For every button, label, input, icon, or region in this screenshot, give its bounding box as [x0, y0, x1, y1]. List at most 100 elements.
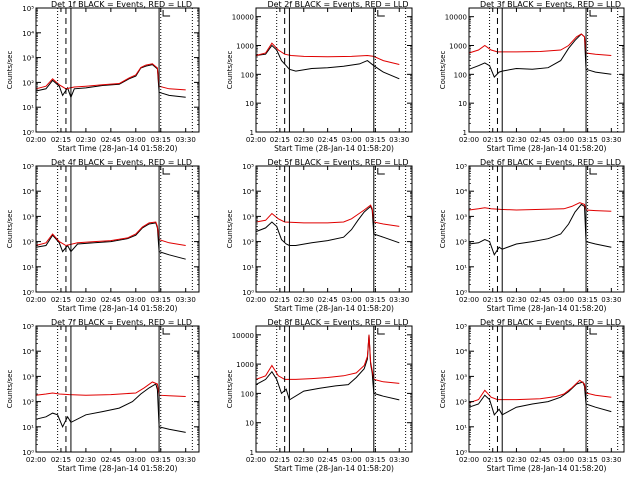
y-tick-label: 10	[245, 100, 254, 108]
x-tick-label: 03:15	[151, 136, 171, 144]
y-tick-label: 1000	[236, 43, 254, 51]
end-marker-glyph	[377, 10, 385, 17]
series-line-lld	[35, 63, 186, 91]
x-tick-label: 02:00	[459, 456, 479, 464]
x-tick-label: 02:00	[246, 456, 266, 464]
plot-frame	[35, 325, 200, 453]
y-tick-label: 10²	[22, 79, 34, 87]
chart-panel-5: Det 5f BLACK = Events, RED = LLD 02:00 02:…	[226, 158, 413, 313]
x-tick-label: 02:00	[459, 136, 479, 144]
y-axis-label: Counts/sec	[6, 210, 14, 249]
y-tick-label: 1	[463, 129, 467, 137]
y-axis-label: Counts/sec	[439, 370, 447, 409]
y-tick-label: 10⁵	[455, 323, 467, 331]
y-tick-label: 10⁰	[455, 449, 467, 457]
series-line-lld	[468, 33, 612, 56]
y-tick-label: 10³	[22, 213, 34, 221]
plot-frame	[255, 325, 413, 453]
y-tick-label: 10000	[232, 332, 254, 340]
x-axis-label: Start Time (28-Jan-14 01:58:20)	[274, 304, 394, 313]
y-tick-label: 10	[245, 420, 254, 428]
y-tick-label: 10⁰	[22, 289, 34, 297]
y-tick-label: 10¹	[455, 424, 467, 432]
series-line-events	[468, 33, 612, 78]
chart-title: Det 3f BLACK = Events, RED = LLD	[480, 0, 621, 9]
x-tick-label: 02:30	[76, 456, 96, 464]
y-tick-label: 10¹	[455, 264, 467, 272]
x-tick-label: 02:30	[294, 296, 314, 304]
x-tick-label: 02:45	[318, 296, 338, 304]
series-line-lld	[35, 381, 186, 397]
chart-title: Det 5f BLACK = Events, RED = LLD	[267, 158, 408, 167]
y-tick-label: 1	[250, 129, 254, 137]
x-tick-label: 02:00	[246, 296, 266, 304]
y-tick-label: 10¹	[242, 264, 254, 272]
x-tick-label: 02:30	[506, 296, 526, 304]
chart-title: Det 6f BLACK = Events, RED = LLD	[480, 158, 621, 167]
x-tick-label: 03:15	[365, 456, 385, 464]
series-line-events	[468, 381, 612, 416]
chart-panel-8: Det 8f BLACK = Events, RED = LLD 02:00 02:…	[226, 318, 413, 473]
series-line-events	[255, 205, 400, 246]
end-marker-glyph	[377, 328, 385, 335]
y-tick-label: 10⁵	[22, 5, 34, 13]
series-line-lld	[468, 379, 612, 404]
chart-title: Det 1f BLACK = Events, RED = LLD	[51, 0, 192, 9]
x-tick-label: 03:00	[341, 456, 361, 464]
y-tick-label: 10	[458, 100, 467, 108]
x-tick-label: 03:00	[554, 456, 574, 464]
x-tick-label: 02:15	[51, 296, 71, 304]
x-tick-label: 02:45	[101, 136, 121, 144]
plot-frame	[35, 7, 200, 133]
x-tick-label: 02:45	[101, 456, 121, 464]
series-line-lld	[468, 202, 612, 212]
y-tick-label: 10000	[232, 14, 254, 22]
y-axis-label: Counts/sec	[6, 51, 14, 90]
plot-frame	[255, 7, 413, 133]
series-line-lld	[255, 42, 400, 65]
x-tick-label: 03:30	[601, 296, 621, 304]
x-tick-label: 02:15	[51, 136, 71, 144]
x-axis-label: Start Time (28-Jan-14 01:58:20)	[58, 144, 178, 153]
chart-panel-3: Det 3f BLACK = Events, RED = LLD 02:00 02:…	[439, 0, 625, 153]
y-tick-label: 10⁴	[455, 348, 467, 356]
chart-panel-2: Det 2f BLACK = Events, RED = LLD 02:00 02:…	[226, 0, 413, 153]
x-tick-label: 02:45	[318, 456, 338, 464]
y-axis-label: Counts/sec	[439, 51, 447, 90]
x-axis-label: Start Time (28-Jan-14 01:58:20)	[274, 464, 394, 473]
x-tick-label: 02:45	[318, 136, 338, 144]
y-tick-label: 10¹	[22, 264, 34, 272]
x-tick-label: 03:00	[554, 136, 574, 144]
y-tick-label: 1000	[236, 361, 254, 369]
x-tick-label: 03:15	[365, 136, 385, 144]
y-tick-label: 10⁰	[22, 129, 34, 137]
y-tick-label: 100	[454, 71, 467, 79]
x-tick-label: 02:00	[246, 136, 266, 144]
chart-panel-9: Det 9f BLACK = Events, RED = LLD 02:00 02:…	[439, 318, 625, 473]
x-tick-label: 02:15	[483, 296, 503, 304]
chart-panel-7: Det 7f BLACK = Events, RED = LLD 02:00 02:…	[6, 318, 200, 473]
y-tick-label: 10⁵	[22, 323, 34, 331]
x-tick-label: 02:45	[101, 296, 121, 304]
y-tick-label: 10²	[455, 239, 467, 247]
x-tick-label: 03:00	[341, 296, 361, 304]
x-tick-label: 03:30	[601, 136, 621, 144]
y-tick-label: 1000	[449, 43, 467, 51]
series-line-lld	[255, 204, 400, 227]
y-tick-label: 10⁴	[455, 188, 467, 196]
y-tick-label: 10³	[22, 373, 34, 381]
x-tick-label: 03:00	[554, 296, 574, 304]
series-line-events	[35, 64, 186, 99]
series-line-lld	[35, 221, 186, 247]
x-axis-label: Start Time (28-Jan-14 01:58:20)	[487, 304, 607, 313]
chart-title: Det 9f BLACK = Events, RED = LLD	[480, 318, 621, 327]
x-axis-label: Start Time (28-Jan-14 01:58:20)	[487, 144, 607, 153]
x-axis-label: Start Time (28-Jan-14 01:58:20)	[58, 464, 178, 473]
x-tick-label: 02:15	[483, 456, 503, 464]
x-tick-label: 02:15	[270, 296, 290, 304]
x-tick-label: 02:30	[506, 456, 526, 464]
x-tick-label: 03:15	[365, 296, 385, 304]
x-tick-label: 02:15	[270, 136, 290, 144]
